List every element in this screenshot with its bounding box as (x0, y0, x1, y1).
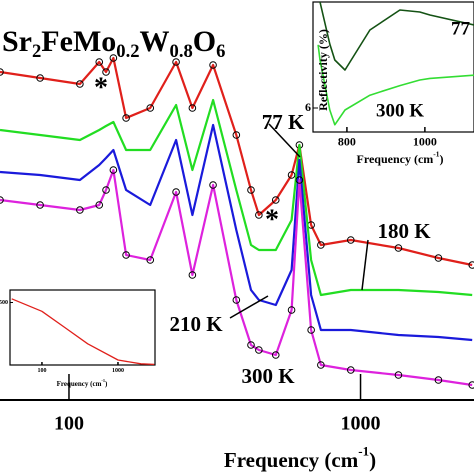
x-axis-label-part: ) (439, 152, 443, 166)
series-label: 300 K (241, 364, 295, 388)
chart-title-part: W (140, 25, 170, 58)
data-point (0, 196, 4, 204)
data-point (109, 54, 118, 62)
x-tick-label: 100 (37, 368, 46, 374)
data-point (434, 376, 443, 384)
data-point (287, 171, 296, 179)
data-point (317, 241, 325, 249)
data-point (295, 176, 304, 184)
data-point (172, 188, 180, 196)
leader-line (361, 239, 369, 291)
x-axis-label: Frequency (cm-1) (357, 149, 444, 165)
series-line (0, 123, 473, 342)
data-point (102, 68, 110, 76)
data-point (95, 201, 104, 209)
data-point (247, 341, 255, 349)
data-point (271, 196, 280, 204)
data-point (102, 186, 110, 194)
series-label: 77 K (262, 110, 305, 134)
data-point (188, 271, 197, 279)
data-point (36, 201, 44, 209)
chart-title-part: 0.8 (170, 41, 193, 62)
data-point (287, 306, 296, 314)
data-point (122, 114, 130, 122)
data-point (232, 296, 241, 304)
x-axis-label-part: Frequency (cm (357, 152, 434, 166)
chart-title-part: 2 (32, 41, 41, 62)
data-point (209, 181, 217, 189)
x-tick-label: 1000 (413, 135, 437, 149)
data-point (209, 61, 217, 69)
data-point (76, 206, 84, 214)
series-line (319, 2, 474, 71)
x-axis-label-part: -1 (101, 378, 105, 383)
plot-area (317, 2, 474, 126)
chart-title-part: 0.2 (116, 41, 139, 62)
data-point (172, 58, 180, 66)
inset-frame (312, 1, 474, 133)
data-point (255, 346, 263, 354)
data-point (0, 68, 4, 76)
series-label: 77 (451, 18, 471, 39)
data-point (146, 256, 155, 264)
chart-title-part: FeMo (41, 25, 116, 58)
x-tick-label: 1000 (341, 413, 381, 435)
data-point (271, 351, 280, 359)
data-point (434, 254, 443, 262)
y-axis-label: Reflectivity (%) (316, 29, 330, 111)
x-axis-label: Frequency (cm-1) (57, 378, 108, 388)
chart-title-part: Sr (2, 25, 32, 58)
data-point (394, 244, 403, 252)
series-label: 180 K (377, 219, 431, 243)
data-point (122, 251, 130, 259)
plot-area (11, 298, 155, 365)
x-tick-label: 100 (54, 413, 84, 435)
plot-area (0, 54, 474, 389)
x-axis-label: Frequency (cm-1) (224, 444, 376, 472)
series-line (0, 168, 473, 387)
data-point (36, 74, 44, 82)
data-point (247, 186, 255, 194)
data-point (95, 58, 104, 66)
leader-line (268, 123, 301, 158)
series-line (0, 56, 473, 267)
y-tick-label: 6 (305, 100, 311, 114)
x-axis-label-part: ) (105, 380, 108, 388)
data-point (188, 104, 197, 112)
x-axis-label-part: -1 (433, 149, 439, 158)
chart-title-part: O (193, 25, 216, 58)
data-point (317, 361, 325, 369)
data-point (232, 131, 241, 139)
series-line (317, 44, 474, 126)
data-point (468, 261, 474, 269)
data-point (346, 236, 355, 244)
x-tick-label: 1000 (112, 368, 124, 374)
data-point (76, 80, 84, 88)
x-axis-label-part: -1 (358, 444, 369, 459)
series-line (11, 298, 155, 365)
y-tick-label: 500 (0, 300, 8, 306)
data-point (255, 211, 263, 219)
annotation: * (94, 72, 108, 103)
x-tick-label: 800 (338, 135, 356, 149)
series-line (0, 98, 473, 297)
series-label: 300 K (376, 100, 424, 121)
data-point (146, 104, 155, 112)
data-point (346, 366, 355, 374)
leader-line (229, 295, 269, 319)
series-label: 210 K (169, 312, 223, 336)
x-axis-label-part: Frequency (cm (57, 380, 102, 388)
inset-frame (9, 289, 156, 366)
data-point (109, 166, 118, 174)
chart-title-part: 6 (216, 41, 225, 62)
data-point (468, 381, 474, 389)
data-point (307, 326, 315, 334)
annotation: * (265, 204, 279, 235)
data-point (394, 371, 403, 379)
x-axis-label-part: ) (369, 448, 376, 472)
x-axis-label-part: Frequency (cm (224, 448, 359, 472)
chart-title: Sr2FeMo0.2W0.8O6 (2, 25, 225, 62)
